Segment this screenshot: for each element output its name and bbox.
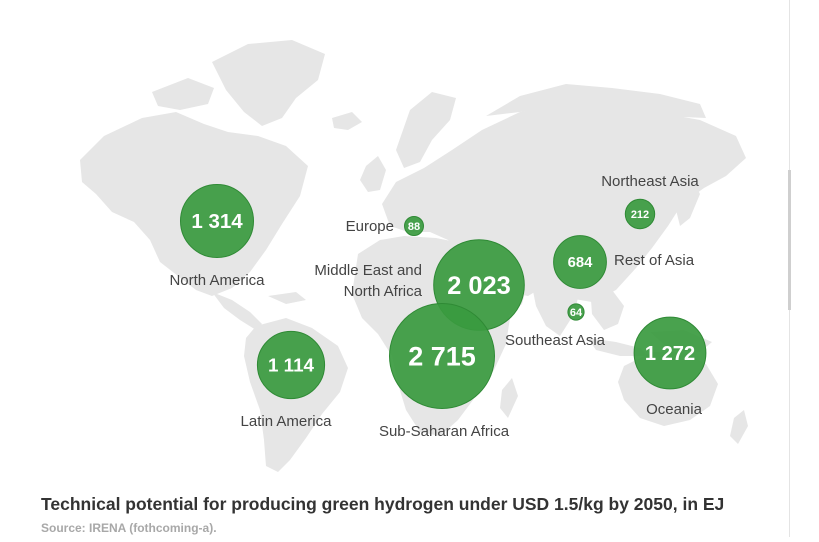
iceland (332, 112, 362, 130)
region-labels: North America Latin America Europe Middle E… (169, 173, 702, 440)
value-label-southeast-asia: 64 (570, 307, 583, 319)
scrollbar-thumb[interactable] (788, 170, 791, 310)
value-label-rest-of-asia: 684 (568, 255, 593, 271)
indonesia-west (588, 338, 648, 356)
southeast-asia-mainland (590, 286, 624, 330)
region-label-middle-east-north-africa: Middle East and North Africa (314, 262, 422, 300)
region-label-oceania: Oceania (646, 401, 703, 418)
bubble-europe (404, 216, 424, 236)
bubble-rest-of-asia (553, 235, 607, 289)
value-label-europe: 88 (408, 221, 420, 233)
bubble-southeast-asia (567, 303, 585, 321)
map-source: Source: IRENA (fothcoming-a). (41, 521, 217, 535)
value-label-north-america: 1 314 (191, 210, 243, 233)
bubble-sub-saharan-africa (389, 303, 495, 409)
bubble-latin-america (256, 330, 326, 400)
region-label-north-america: North America (169, 272, 265, 289)
region-label-europe: Europe (346, 218, 394, 235)
value-label-sub-saharan-africa: 2 715 (408, 341, 476, 371)
region-label-rest-of-asia: Rest of Asia (614, 252, 695, 269)
value-label-latin-america: 1 114 (268, 355, 315, 376)
region-label-sub-saharan-africa: Sub-Saharan Africa (379, 423, 510, 440)
map-caption: Technical potential for producing green … (41, 494, 725, 514)
uk-ireland (360, 156, 386, 192)
value-label-northeast-asia: 212 (631, 209, 649, 221)
bubbles (180, 184, 707, 409)
japan (676, 180, 700, 226)
siberia-north (486, 84, 706, 118)
madagascar (500, 378, 518, 418)
caribbean (268, 292, 306, 304)
value-label-middle-east-north-africa: 2 023 (447, 272, 511, 300)
india (532, 280, 580, 336)
bubble-oceania (633, 316, 707, 390)
bubble-values: 1 314 1 114 88 2 023 2 715 684 212 64 1 272 (191, 209, 695, 376)
bubble-northeast-asia (624, 198, 656, 230)
bubble-north-america (180, 184, 254, 258)
value-label-oceania: 1 272 (645, 343, 695, 365)
region-label-southeast-asia: Southeast Asia (505, 332, 606, 349)
greenland (212, 40, 325, 126)
region-label-northeast-asia: Northeast Asia (601, 173, 699, 190)
new-zealand (730, 410, 748, 444)
canadian-arctic-islands (152, 78, 214, 110)
central-america (212, 292, 262, 330)
region-label-latin-america: Latin America (241, 413, 333, 430)
scandinavia (396, 92, 456, 168)
